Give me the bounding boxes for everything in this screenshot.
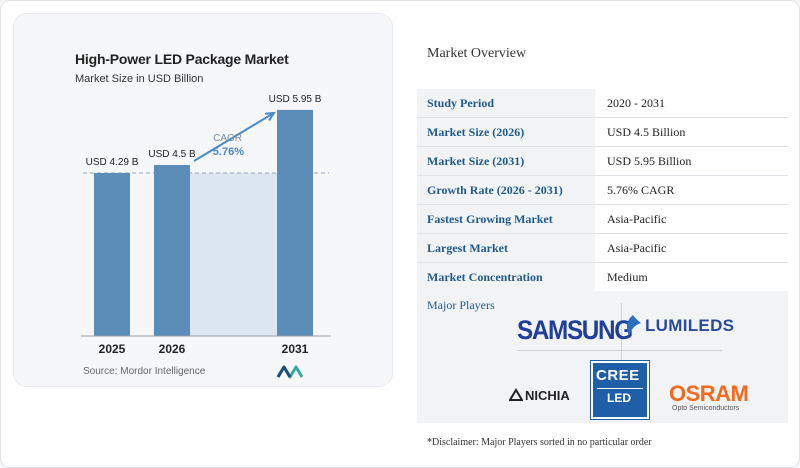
overview-title: Market Overview — [427, 46, 527, 61]
overview-row-label: Fastest Growing Market — [417, 204, 595, 234]
major-players-title: Major Players — [427, 298, 495, 312]
data-label: USD 5.95 B — [269, 94, 322, 105]
x-tick-label: 2031 — [282, 342, 309, 356]
chart-subtitle: Market Size in USD Billion — [75, 73, 204, 85]
samsung-logo: SAMSUNG — [517, 315, 633, 345]
overview-row-value: USD 5.95 Billion — [595, 146, 788, 176]
bar-2031 — [277, 109, 313, 337]
lumileds-mark-icon — [626, 315, 641, 336]
overview-row: Market Size (2026) USD 4.5 Billion — [417, 117, 788, 147]
overview-row-label: Market Size (2026) — [417, 117, 595, 147]
major-players-panel: Major Players SAMSUNG LUMILEDS NICHIA CR… — [417, 291, 788, 423]
logo-divider — [621, 303, 622, 411]
x-tick-label: 2025 — [99, 342, 126, 356]
mordor-logo-icon — [276, 365, 304, 379]
growth-shading — [190, 172, 277, 336]
cagr-arrowhead — [264, 111, 276, 121]
osram-logo: OSRAM — [669, 381, 749, 406]
overview-row-label: Study Period — [417, 89, 595, 118]
x-tick-label: 2026 — [159, 342, 186, 356]
cagr-label: CAGR — [213, 133, 242, 144]
data-label: USD 4.5 B — [148, 149, 196, 160]
cagr-value: 5.76% — [213, 146, 244, 158]
bar-chart: USD 4.29 B 2025 USD 4.5 B 2026 USD 5.95 B 203… — [81, 94, 331, 356]
overview-row-value: USD 4.5 Billion — [595, 117, 788, 147]
osram-subtitle: Opto Semiconductors — [672, 405, 740, 412]
overview-row-value: 2020 - 2031 — [595, 89, 788, 118]
overview-row-value: Asia-Pacific — [595, 233, 788, 263]
overview-row-label: Market Concentration — [417, 262, 595, 292]
overview-row: Market Concentration Medium — [417, 262, 788, 292]
lumileds-logo: LUMILEDS — [623, 314, 734, 343]
nichia-mark-icon — [508, 388, 524, 401]
overview-row-value: 5.76% CAGR — [595, 175, 788, 205]
overview-row: Fastest Growing Market Asia-Pacific — [417, 204, 788, 234]
cagr-arrow — [193, 112, 275, 162]
overview-row-label: Growth Rate (2026 - 2031) — [417, 175, 595, 205]
bar-2025 — [94, 172, 130, 336]
overview-table: Study Period 2020 - 2031 Market Size (2026… — [417, 89, 788, 292]
overview-row-value: Medium — [595, 262, 788, 292]
overview-row-label: Market Size (2031) — [417, 146, 595, 176]
overview-row-label: Largest Market — [417, 233, 595, 263]
overview-row-value: Asia-Pacific — [595, 204, 788, 234]
data-label: USD 4.29 B — [86, 157, 139, 168]
nichia-logo: NICHIA — [508, 388, 570, 407]
bar-2026 — [154, 165, 190, 336]
overview-row: Largest Market Asia-Pacific — [417, 233, 788, 263]
overview-row: Growth Rate (2026 - 2031) 5.76% CAGR — [417, 175, 788, 205]
disclaimer: *Disclaimer: Major Players sorted in no … — [427, 437, 652, 448]
overview-row: Market Size (2031) USD 5.95 Billion — [417, 146, 788, 176]
overview-row: Study Period 2020 - 2031 — [417, 89, 788, 118]
cree-led-logo: CREE LED — [591, 361, 649, 419]
chart-title: High-Power LED Package Market — [75, 51, 289, 67]
logo-divider — [517, 350, 722, 351]
chart-source: Source: Mordor Intelligence — [83, 366, 206, 377]
